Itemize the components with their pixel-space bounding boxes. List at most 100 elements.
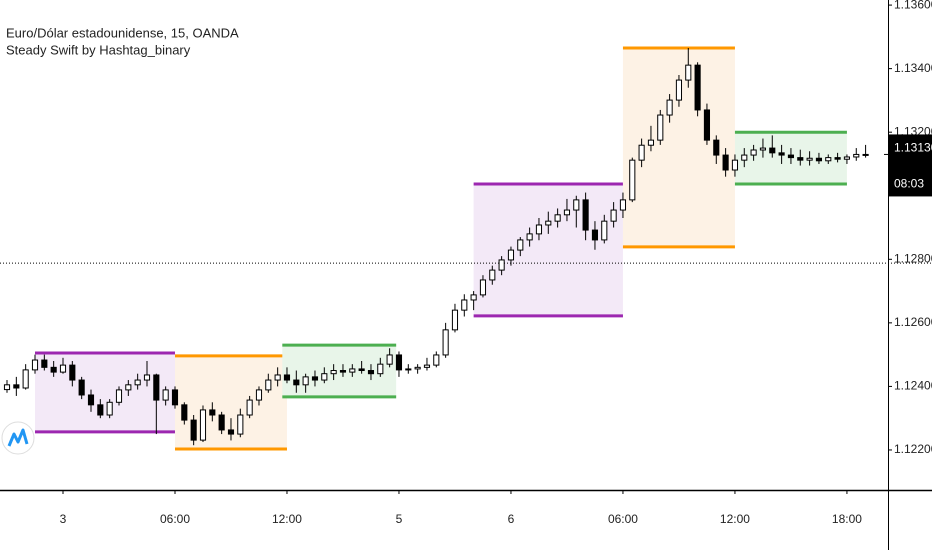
candle-body — [479, 279, 487, 296]
candle-body — [237, 414, 244, 435]
candle-body — [685, 64, 692, 81]
candle-body — [69, 364, 76, 381]
indicator-name: Steady Swift by Hashtag_binary — [6, 42, 191, 57]
candle-body — [13, 384, 20, 389]
zone-fill — [282, 345, 397, 397]
candle-body — [414, 366, 421, 370]
candle-body — [610, 209, 617, 222]
candle-body — [442, 329, 449, 356]
candle-body — [330, 370, 337, 375]
plot-area — [0, 46, 932, 451]
candle-body — [806, 157, 813, 161]
x-tick-label: 06:00 — [160, 512, 190, 526]
candle-body — [405, 368, 412, 371]
candle-body — [97, 404, 104, 416]
candle-body — [87, 394, 95, 406]
logo — [1, 421, 35, 455]
candle-body — [713, 139, 720, 156]
candle-body — [171, 389, 179, 406]
x-tick-label: 12:00 — [272, 512, 302, 526]
candle-body — [50, 366, 57, 373]
candle-body — [377, 363, 384, 375]
candle-body — [302, 376, 309, 386]
candle-body — [834, 157, 841, 160]
candle-body — [255, 389, 263, 401]
candle-body — [274, 374, 281, 381]
candle-body — [498, 259, 505, 271]
candle-body — [41, 359, 48, 368]
candle-body — [293, 379, 300, 386]
candle-body — [657, 114, 664, 141]
y-tick-label: 1.12200 — [894, 442, 932, 456]
candle-body — [367, 370, 375, 375]
candle-body — [853, 153, 860, 158]
candle-body — [386, 354, 393, 365]
candle-body — [778, 152, 785, 156]
candle-body — [694, 64, 701, 111]
candle-body — [554, 214, 561, 222]
candle-body — [535, 224, 543, 235]
candle-body — [181, 404, 188, 421]
y-tick-label: 1.12800 — [894, 251, 932, 265]
candle-body — [433, 354, 440, 366]
x-tick-label: 06:00 — [608, 512, 638, 526]
candle-body — [470, 294, 477, 301]
candle-body — [507, 249, 515, 261]
candle-body — [31, 359, 39, 371]
candle-body — [629, 159, 636, 201]
candle-body — [545, 220, 552, 226]
candle-body — [78, 379, 85, 396]
candle-body — [125, 384, 132, 391]
candle-body — [825, 157, 832, 162]
candle-body — [218, 414, 225, 431]
candle-body — [115, 389, 123, 403]
y-tick-label: 1.13600 — [894, 0, 932, 11]
candle-body — [451, 309, 459, 331]
last-price-box — [889, 134, 932, 197]
candle-body — [134, 379, 141, 386]
candle-body — [619, 199, 627, 211]
zone-fill — [473, 183, 623, 316]
candle-body — [647, 139, 655, 146]
candle-body — [563, 209, 571, 216]
y-tick-label: 1.13400 — [894, 61, 932, 75]
y-tick-label: 1.12400 — [894, 379, 932, 393]
candle-body — [862, 153, 869, 156]
candle-body — [349, 368, 356, 373]
candle-body — [666, 99, 673, 116]
candle-body — [591, 229, 599, 241]
candle-body — [703, 109, 711, 141]
candle-body — [265, 379, 272, 391]
candle-body — [843, 156, 851, 160]
candle-body — [759, 147, 767, 151]
candle-body — [22, 369, 29, 389]
candle-body — [489, 269, 496, 281]
candle-body — [638, 144, 645, 161]
candle-body — [199, 409, 207, 441]
candle-body — [3, 384, 11, 391]
chart-title: Euro/Dólar estadounidense, 15, OANDA — [6, 25, 239, 40]
candle-body — [209, 409, 216, 416]
candle-body — [741, 154, 748, 161]
candle-body — [227, 429, 235, 435]
candle-body — [162, 389, 169, 401]
candle-body — [395, 354, 403, 371]
candle-body — [731, 159, 739, 171]
candle-body — [573, 199, 580, 211]
candle-body — [517, 239, 524, 251]
candle-body — [59, 364, 67, 373]
candle-body — [321, 373, 328, 381]
candle-body — [675, 79, 683, 101]
x-tick-label: 18:00 — [832, 512, 862, 526]
x-tick-label: 5 — [396, 512, 403, 526]
candle-body — [311, 376, 319, 381]
candle-body — [153, 374, 160, 401]
countdown-label: 08:03 — [894, 177, 924, 191]
candle-body — [750, 149, 757, 156]
candle-body — [526, 233, 533, 241]
x-tick-label: 12:00 — [720, 512, 750, 526]
candle-body — [582, 199, 589, 231]
